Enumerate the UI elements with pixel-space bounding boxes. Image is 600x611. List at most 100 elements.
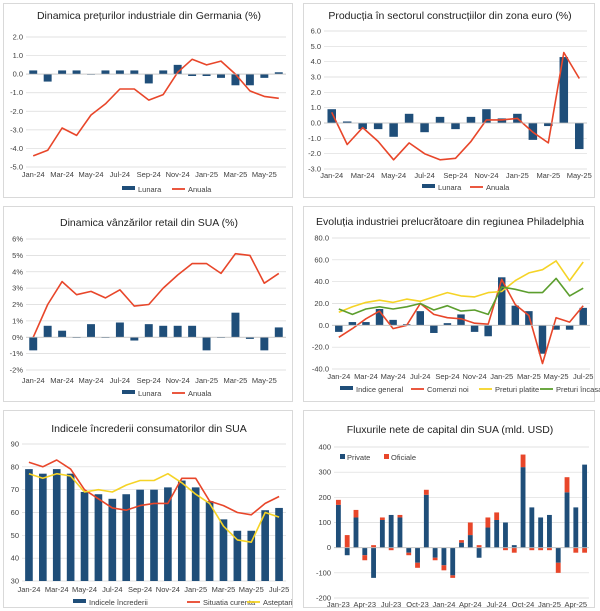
x-tick-label: May-24: [381, 372, 406, 381]
bar-oficiale: [467, 522, 473, 536]
x-tick-label: Mar-25: [224, 170, 248, 179]
x-tick-label: Apr-25: [565, 600, 588, 609]
x-tick-label: Jan-25: [184, 585, 207, 594]
bar: [274, 327, 283, 338]
x-tick-label: Jan-23: [327, 600, 350, 609]
y-tick-label: 0.0: [13, 70, 23, 79]
bar: [173, 325, 182, 338]
legend-label: Lunara: [438, 183, 462, 192]
y-tick-label: 80.0: [314, 234, 329, 243]
chart-title: Producția în sectorul construcțiilor din…: [328, 10, 571, 22]
x-tick-label: Sep-24: [128, 585, 152, 594]
legend-swatch: [340, 386, 353, 390]
series-line: [338, 260, 584, 313]
legend-label: Lunara: [138, 185, 162, 194]
x-tick-label: Jul-24: [486, 600, 506, 609]
bar-oficiale: [432, 557, 438, 561]
bar: [482, 109, 491, 123]
bar: [559, 57, 569, 123]
bar: [164, 487, 172, 581]
bar: [342, 121, 352, 123]
x-tick-label: Jan-24: [327, 372, 350, 381]
x-tick-label: Jul-24: [110, 376, 130, 385]
bar: [404, 113, 414, 123]
bar: [358, 123, 367, 130]
x-tick-label: Oct-24: [512, 600, 535, 609]
y-tick-label: 60.0: [314, 255, 329, 264]
bar: [29, 337, 38, 351]
chart-philadelphia-manufacturing: Evoluția industriei prelucrătoare din re…: [312, 216, 600, 394]
bar: [177, 480, 186, 581]
bar: [66, 473, 75, 581]
bar: [484, 325, 492, 337]
x-tick-label: Nov-24: [474, 171, 498, 180]
y-tick-label: 200: [318, 493, 331, 502]
bar: [202, 74, 211, 76]
bar-oficiale: [441, 565, 447, 571]
bar: [362, 322, 370, 326]
x-tick-label: May-24: [72, 585, 97, 594]
bar: [43, 74, 52, 82]
legend-label: Anuala: [188, 389, 212, 398]
y-tick-label: -1.0: [308, 134, 321, 143]
bar: [497, 118, 507, 123]
legend-label: Preturi încasate: [556, 385, 600, 394]
bar: [245, 74, 254, 86]
bar: [144, 74, 153, 84]
bar-oficiale: [494, 512, 500, 520]
x-tick-label: Nov-24: [156, 585, 180, 594]
bar-oficiale: [547, 547, 552, 551]
bar-private: [441, 547, 447, 566]
bar: [94, 494, 103, 581]
y-tick-label: 70: [11, 485, 19, 494]
bar: [348, 322, 357, 326]
bar-oficiale: [450, 575, 456, 578]
x-tick-label: Apr-24: [459, 600, 482, 609]
bar: [52, 469, 61, 581]
bar-private: [335, 504, 341, 548]
x-tick-label: Jan-25: [490, 372, 513, 381]
y-tick-label: -5.0: [10, 163, 23, 172]
bar: [231, 312, 240, 338]
bar: [575, 123, 584, 150]
y-tick-label: 0: [327, 543, 331, 552]
bar: [58, 70, 67, 75]
legend-label: Preturi platite: [495, 385, 539, 394]
bar: [375, 308, 384, 326]
bar: [188, 325, 197, 338]
y-tick-label: 0%: [12, 333, 23, 342]
bar: [202, 337, 211, 351]
chart-panel-philadelphia-manufacturing: Evoluția industriei prelucrătoare din re…: [303, 206, 600, 402]
bar: [205, 501, 214, 581]
bar-oficiale: [353, 509, 359, 518]
x-tick-label: Jul-24: [414, 171, 434, 180]
x-tick-label: Sep-24: [137, 170, 161, 179]
y-tick-label: -20.0: [312, 343, 329, 352]
bar-private: [459, 542, 464, 548]
chart-title: Evoluția industriei prelucrătoare din re…: [316, 216, 584, 228]
bar-oficiale: [406, 552, 412, 556]
bar: [80, 491, 89, 581]
bar-oficiale: [476, 545, 482, 548]
bar-oficiale: [379, 517, 385, 520]
series-line: [28, 459, 280, 516]
x-tick-label: Nov-24: [462, 372, 486, 381]
y-tick-label: 1.0: [13, 51, 23, 60]
bar: [579, 307, 587, 326]
bar: [498, 277, 506, 326]
legend-label: Anuala: [188, 185, 212, 194]
y-tick-label: 400: [318, 443, 331, 452]
bar: [466, 116, 476, 123]
y-tick-label: 90: [11, 440, 19, 449]
bar: [373, 123, 383, 130]
bar-private: [538, 517, 544, 548]
bar-private: [467, 535, 473, 548]
bar: [451, 123, 460, 130]
bar: [430, 325, 438, 333]
x-tick-label: Jan-25: [538, 600, 561, 609]
x-tick-label: May-24: [78, 170, 103, 179]
y-tick-label: -40.0: [312, 365, 329, 374]
bar-private: [415, 547, 420, 563]
bar-oficiale: [485, 517, 491, 528]
x-tick-label: Jul-24: [410, 372, 430, 381]
